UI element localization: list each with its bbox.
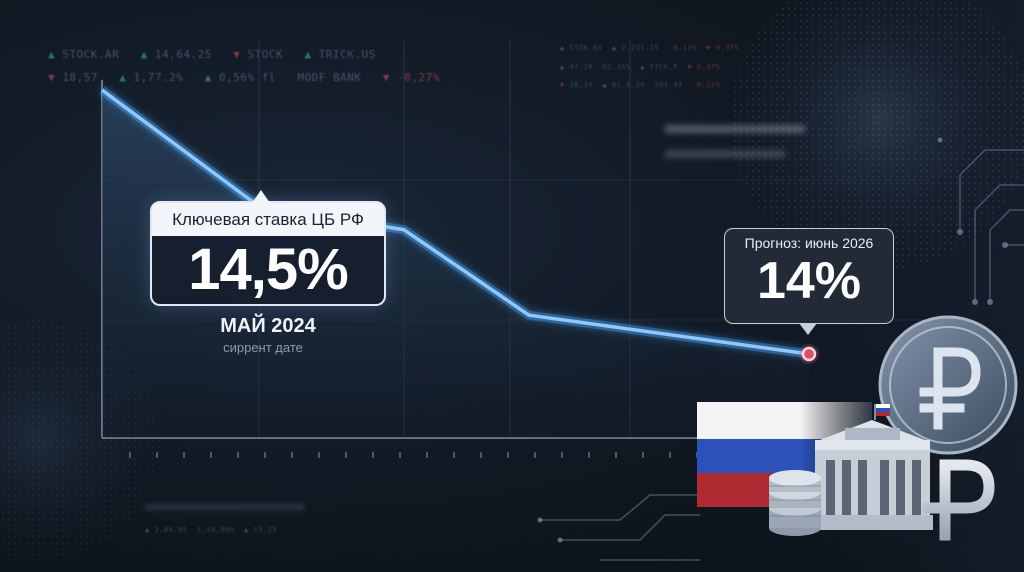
- x-tick: [588, 452, 590, 458]
- blurred-text: [665, 125, 805, 133]
- x-tick: [642, 452, 644, 458]
- ticker-text: 2,88,05: [154, 526, 188, 534]
- x-tick: [534, 452, 536, 458]
- x-tick: [615, 452, 617, 458]
- x-tick: [372, 452, 374, 458]
- x-tick: [399, 452, 401, 458]
- central-bank-building-icon: [812, 404, 933, 530]
- x-tick: [318, 452, 320, 458]
- x-tick: [453, 452, 455, 458]
- ticker-text: 62,35%: [602, 63, 631, 71]
- x-tick: [156, 452, 158, 458]
- current-rate-subtitle: сиррент дате: [223, 340, 303, 355]
- ticker-text: 0,37%: [715, 44, 740, 52]
- callout-pointer: [252, 190, 270, 203]
- ticker-text: 81.6,24: [611, 81, 645, 89]
- circuit-lines: [540, 149, 1024, 561]
- ruble-sign-icon: [922, 459, 995, 541]
- chart-area: [102, 90, 809, 438]
- current-rate-label: Ключевая ставка ЦБ РФ: [152, 203, 384, 236]
- callout-pointer: [799, 323, 817, 335]
- x-tick: [480, 452, 482, 458]
- x-tick: [669, 452, 671, 458]
- x-tick: [345, 452, 347, 458]
- ticker-row: ▲ 47,28 62,35% ▲ TTCK.R ▼ 0,37%: [560, 63, 721, 71]
- ticker-text: 18,57: [62, 71, 98, 84]
- ticker-text: 103,43: [654, 81, 683, 89]
- current-rate-date: МАЙ 2024: [220, 315, 316, 337]
- chart-line: [100, 88, 810, 356]
- x-tick: [426, 452, 428, 458]
- ticker-text: 47,28: [569, 63, 594, 71]
- ticker-text: 0,56% fl: [218, 71, 276, 84]
- x-tick: [237, 452, 239, 458]
- current-rate-value: 14,5%: [188, 237, 348, 302]
- ticker-text: 15,25: [253, 526, 278, 534]
- x-tick: [183, 452, 185, 458]
- current-rate-callout: Ключевая ставка ЦБ РФ 14,5%: [150, 190, 386, 306]
- ticker-text: -0,13%: [668, 44, 697, 52]
- ticker-row: ▼ 30,24 ▲ 81.6,24 103,43 -0,21%: [560, 81, 721, 89]
- x-tick: [561, 452, 563, 458]
- ticker-text: TRICK.US: [318, 48, 376, 61]
- circuit-nodes: [537, 137, 1008, 543]
- ticker-row: ▲ STOCK.AR ▲ 14,64.25 ▼ STOCK ▲ TRICK.US: [48, 48, 376, 61]
- blurred-text: [665, 150, 785, 158]
- x-tick: [264, 452, 266, 458]
- ticker-text: -0,27%: [397, 71, 440, 84]
- ticker-text: 1,77.2%: [133, 71, 184, 84]
- ticker-text: STOCK.AR: [62, 48, 120, 61]
- ticker-text: 30,24: [569, 81, 594, 89]
- ticker-text: STOK.85: [569, 44, 603, 52]
- x-tick: [507, 452, 509, 458]
- forecast-label: Прогноз: июнь 2026: [744, 235, 874, 251]
- forecast-callout: Прогноз: июнь 2026 14%: [724, 228, 894, 335]
- chart-ticks: [129, 452, 698, 458]
- ticker-row: ▲ 2,88,05 1,59,89% ▲ 15,25: [145, 526, 278, 534]
- globe-icon: [730, 0, 1024, 270]
- ticker-text: MODF BANK: [297, 71, 362, 84]
- forecast-point: [799, 344, 819, 364]
- ruble-sign-icon: [919, 347, 981, 430]
- forecast-value: 14%: [756, 252, 862, 310]
- ticker-text: TTCK.R: [649, 63, 678, 71]
- x-tick: [129, 452, 131, 458]
- blurred-text: [145, 505, 305, 509]
- ticker-text: 1,59,89%: [196, 526, 235, 534]
- ticker-row: ▼ 18,57 ▲ 1,77.2% ▲ 0,56% fl MODF BANK ▼…: [48, 71, 440, 84]
- ticker-text: 2,231.15: [621, 44, 660, 52]
- ticker-text: 14,64.25: [154, 48, 212, 61]
- ticker-text: 0,37%: [696, 63, 721, 71]
- ticker-text: -0,21%: [692, 81, 721, 89]
- x-tick: [291, 452, 293, 458]
- ticker-text: STOCK: [247, 48, 284, 61]
- x-tick: [210, 452, 212, 458]
- ruble-coin-icon: [878, 315, 1018, 455]
- ticker-row: ▲ STOK.85 ▲ 2,231.15 -0,13% ▼ 0,37%: [560, 44, 740, 52]
- coin-stack-icon: [769, 470, 821, 536]
